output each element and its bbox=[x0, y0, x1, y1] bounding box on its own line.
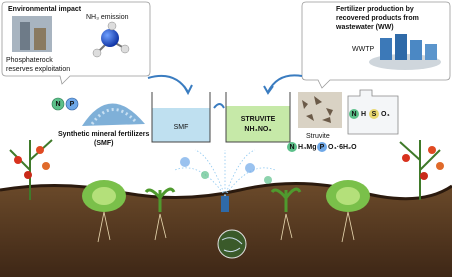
formula-part: H₄Mg bbox=[298, 144, 317, 151]
beaker-label: STRUVITE bbox=[241, 116, 276, 123]
flow-arrows bbox=[147, 74, 303, 109]
right-title: Fertilizer production by bbox=[336, 6, 414, 13]
beaker-label: SMF bbox=[174, 124, 189, 131]
jug-part: H bbox=[361, 111, 366, 118]
granules bbox=[82, 103, 145, 126]
smf-label: Synthetic mineral fertilizers bbox=[58, 131, 150, 138]
molecule bbox=[101, 29, 119, 47]
smf-label: (SMF) bbox=[94, 140, 113, 147]
struvite-beaker: STRUVITE NH₄NO₃ bbox=[225, 92, 291, 143]
jug-part: O₄ bbox=[381, 111, 390, 118]
beaker-label: NH₄NO₃ bbox=[244, 126, 271, 133]
left-panel: Environmental impact NH₃ emission Phosph… bbox=[1, 1, 151, 85]
jug-part: N bbox=[351, 111, 356, 118]
right-panel: Fertilizer production by recovered produ… bbox=[301, 1, 451, 89]
left-title: Environmental impact bbox=[8, 6, 82, 13]
right-title: recovered products from bbox=[336, 15, 419, 22]
nutrient: N bbox=[55, 101, 60, 108]
jug-part: S bbox=[372, 111, 377, 118]
struvite-label: Struvite bbox=[306, 133, 330, 140]
jug: N H S O₄ bbox=[347, 89, 399, 135]
right-title: wastewater (WW) bbox=[335, 24, 394, 31]
formula-part: N bbox=[289, 144, 294, 151]
emission-label: NH₃ emission bbox=[86, 14, 129, 21]
plant-label: WWTP bbox=[352, 46, 374, 53]
struvite-image bbox=[298, 92, 342, 128]
plants bbox=[9, 139, 444, 243]
smf-beaker: SMF bbox=[151, 92, 211, 143]
nutrient: P bbox=[70, 101, 75, 108]
wwtp-image bbox=[369, 34, 441, 70]
formula-part: P bbox=[320, 144, 325, 151]
formula-part: O₄·6H₂O bbox=[328, 144, 357, 151]
sprinkler bbox=[174, 149, 276, 212]
resource-label: reserves exploitation bbox=[6, 66, 70, 73]
resource-label: Phosphaterock bbox=[6, 57, 53, 64]
